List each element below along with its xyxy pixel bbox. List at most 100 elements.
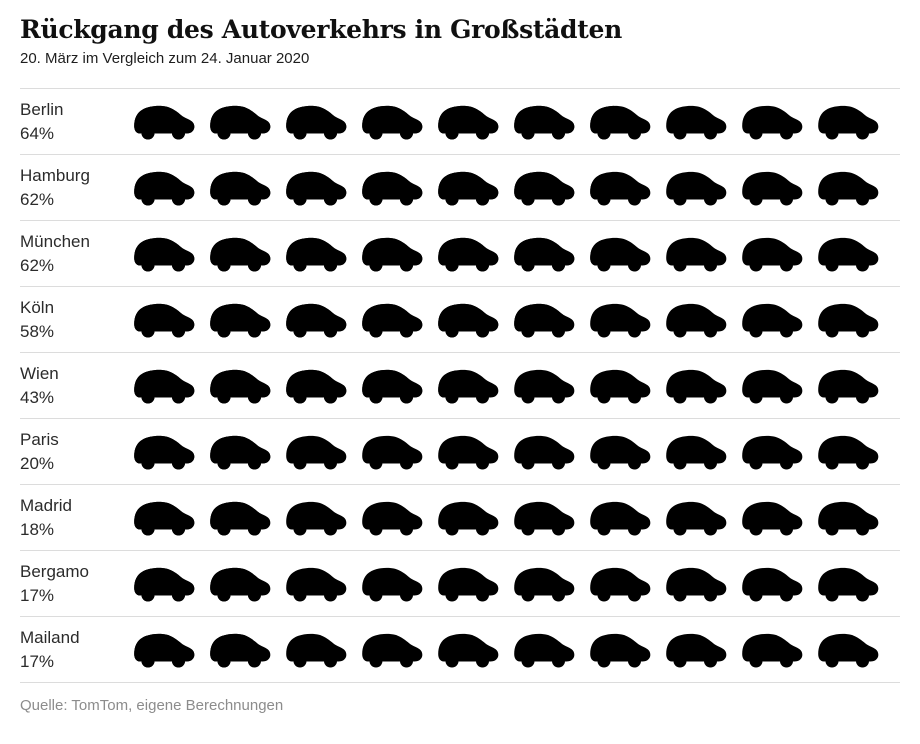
car-icon bbox=[437, 232, 500, 274]
city-value: 17% bbox=[20, 585, 55, 605]
car-icon bbox=[513, 298, 576, 340]
car-icon bbox=[133, 496, 196, 538]
car-icon bbox=[665, 496, 728, 538]
car-icon bbox=[437, 364, 500, 406]
car-icon bbox=[361, 364, 424, 406]
car-icon bbox=[285, 496, 348, 538]
car-icon bbox=[817, 628, 880, 670]
car-icon bbox=[741, 364, 804, 406]
car-icon bbox=[437, 628, 500, 670]
chart-row: Hamburg 62% bbox=[20, 153, 900, 220]
car-icon bbox=[513, 628, 576, 670]
car-row bbox=[133, 562, 900, 604]
chart-row: Köln 58% bbox=[20, 285, 900, 352]
chart-row: Wien 43% bbox=[20, 351, 900, 418]
city-value: 62% bbox=[20, 255, 55, 275]
chart-row: Paris 20% bbox=[20, 417, 900, 484]
car-icon bbox=[209, 166, 272, 208]
car-icon bbox=[285, 100, 348, 142]
car-icon bbox=[665, 430, 728, 472]
car-row bbox=[133, 232, 900, 274]
city-value: 62% bbox=[20, 189, 55, 209]
chart-row: München 62% bbox=[20, 219, 900, 286]
city-label: München bbox=[20, 231, 90, 251]
car-icon bbox=[589, 628, 652, 670]
car-icon bbox=[817, 562, 880, 604]
row-label: Mailand 17% bbox=[20, 627, 133, 673]
car-icon bbox=[817, 364, 880, 406]
car-icon bbox=[361, 628, 424, 670]
car-icon bbox=[437, 430, 500, 472]
car-icon bbox=[285, 628, 348, 670]
row-label: Madrid 18% bbox=[20, 495, 133, 541]
car-icon bbox=[437, 166, 500, 208]
car-icon bbox=[209, 364, 272, 406]
car-icon bbox=[589, 166, 652, 208]
car-icon bbox=[133, 298, 196, 340]
city-label: Hamburg bbox=[20, 165, 90, 185]
car-icon bbox=[665, 628, 728, 670]
car-icon bbox=[665, 562, 728, 604]
car-icon bbox=[817, 496, 880, 538]
car-row bbox=[133, 496, 900, 538]
car-icon bbox=[361, 100, 424, 142]
car-icon bbox=[133, 628, 196, 670]
car-icon bbox=[133, 364, 196, 406]
car-icon bbox=[285, 298, 348, 340]
car-icon bbox=[513, 496, 576, 538]
car-icon bbox=[665, 232, 728, 274]
car-icon bbox=[665, 100, 728, 142]
chart-subtitle: 20. März im Vergleich zum 24. Januar 202… bbox=[20, 49, 310, 67]
car-icon bbox=[285, 232, 348, 274]
row-label: München 62% bbox=[20, 231, 133, 277]
city-label: Bergamo bbox=[20, 561, 89, 581]
car-icon bbox=[361, 562, 424, 604]
car-icon bbox=[437, 298, 500, 340]
car-icon bbox=[817, 298, 880, 340]
car-row bbox=[133, 430, 900, 472]
city-label: Madrid bbox=[20, 495, 72, 515]
car-row bbox=[133, 628, 900, 670]
car-icon bbox=[209, 496, 272, 538]
car-icon bbox=[437, 100, 500, 142]
source-note: Quelle: TomTom, eigene Berechnungen bbox=[20, 696, 284, 714]
car-icon bbox=[741, 496, 804, 538]
car-icon bbox=[589, 364, 652, 406]
car-icon bbox=[133, 562, 196, 604]
car-icon bbox=[589, 562, 652, 604]
car-icon bbox=[665, 166, 728, 208]
row-label: Hamburg 62% bbox=[20, 165, 133, 211]
car-icon bbox=[589, 232, 652, 274]
car-icon bbox=[209, 100, 272, 142]
city-value: 17% bbox=[20, 651, 55, 671]
car-icon bbox=[513, 166, 576, 208]
car-icon bbox=[513, 232, 576, 274]
car-icon bbox=[589, 100, 652, 142]
car-icon bbox=[361, 298, 424, 340]
city-value: 58% bbox=[20, 321, 55, 341]
chart-row: Madrid 18% bbox=[20, 483, 900, 550]
car-icon bbox=[285, 430, 348, 472]
car-icon bbox=[741, 100, 804, 142]
car-icon bbox=[513, 364, 576, 406]
city-value: 64% bbox=[20, 123, 55, 143]
car-icon bbox=[361, 496, 424, 538]
chart-row: Mailand 17% bbox=[20, 615, 900, 682]
car-icon bbox=[285, 364, 348, 406]
car-icon bbox=[133, 232, 196, 274]
car-icon bbox=[741, 430, 804, 472]
car-icon bbox=[361, 430, 424, 472]
car-icon bbox=[589, 298, 652, 340]
car-icon bbox=[665, 298, 728, 340]
row-label: Wien 43% bbox=[20, 363, 133, 409]
city-value: 20% bbox=[20, 453, 55, 473]
car-icon bbox=[741, 166, 804, 208]
car-icon bbox=[285, 562, 348, 604]
chart-row: Bergamo 17% bbox=[20, 549, 900, 616]
chart-title: Rückgang des Autoverkehrs in Großstädten bbox=[20, 15, 622, 44]
city-label: Köln bbox=[20, 297, 55, 317]
car-row bbox=[133, 364, 900, 406]
car-icon bbox=[133, 100, 196, 142]
car-icon bbox=[209, 232, 272, 274]
city-label: Paris bbox=[20, 429, 59, 449]
